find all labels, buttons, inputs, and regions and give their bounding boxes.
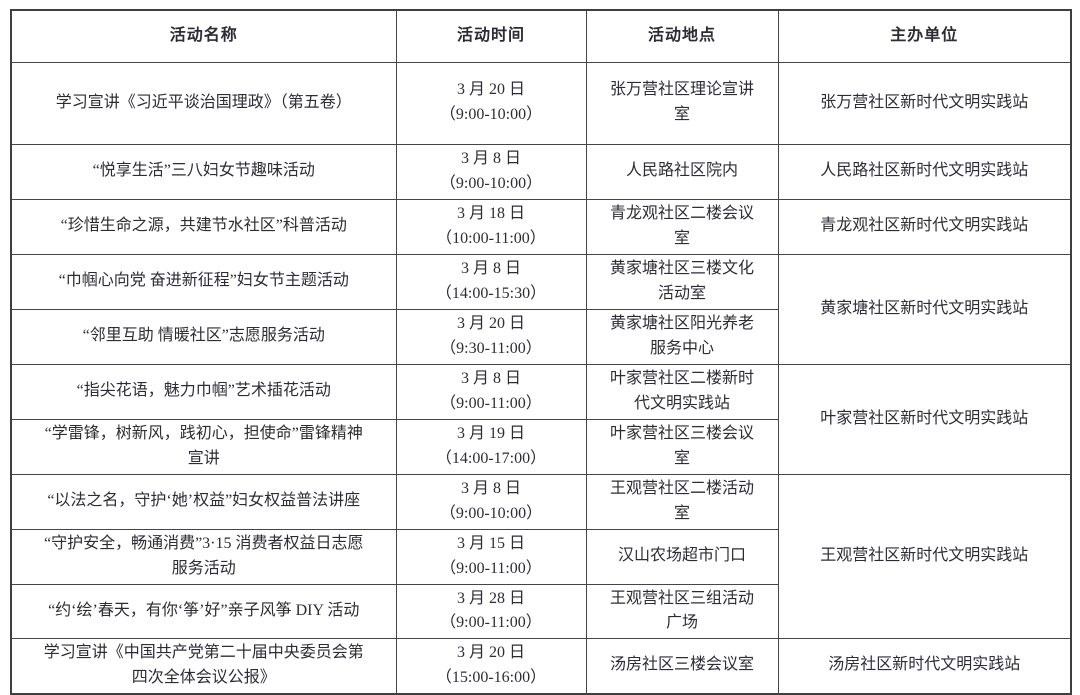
col-header-activity-time: 活动时间 bbox=[395, 9, 587, 63]
activity-time-range: （9:00-11:00） bbox=[440, 614, 542, 632]
activity-date: 3 月 28 日 bbox=[456, 589, 525, 607]
activity-date: 3 月 20 日 bbox=[456, 644, 525, 662]
activity-location-cell: 叶家营社区三楼会议室 bbox=[585, 418, 779, 475]
activity-table-body: 学习宣讲《习近平谈治国理政》（第五卷） 3 月 20 日 （9:00-10:00） 张… bbox=[10, 61, 1072, 695]
activity-schedule-table: 活动名称 活动时间 活动地点 主办单位 学习宣讲《习近平谈治国理政》（第五卷） 3… bbox=[10, 9, 1072, 695]
activity-name-cell: “约‘绘’春天，有你‘筝’好”亲子风筝 DIY 活动 bbox=[10, 583, 397, 640]
organizer-cell: 黄家塘社区新时代文明实践站 bbox=[777, 253, 1072, 365]
activity-name-cell: “邻里互助 情暖社区”志愿服务活动 bbox=[10, 308, 397, 365]
activity-time-cell: 3 月 28 日 （9:00-11:00） bbox=[395, 583, 587, 640]
activity-location-cell: 黄家塘社区三楼文化活动室 bbox=[585, 253, 779, 310]
activity-time-cell: 3 月 8 日 （9:00-11:00） bbox=[395, 363, 587, 420]
activity-location-cell: 人民路社区院内 bbox=[585, 143, 779, 200]
activity-date: 3 月 8 日 bbox=[460, 369, 521, 387]
activity-location-cell: 叶家营社区二楼新时代文明实践站 bbox=[585, 363, 779, 420]
activity-location-cell: 汤房社区三楼会议室 bbox=[585, 638, 779, 695]
activity-time-range: （9:00-10:00） bbox=[439, 106, 543, 123]
table-header: 活动名称 活动时间 活动地点 主办单位 bbox=[10, 9, 1072, 63]
activity-name-cell: “守护安全，畅通消费”3·15 消费者权益日志愿服务活动 bbox=[10, 528, 397, 585]
table-row: “悦享生活”三八妇女节趣味活动 3 月 8 日 （9:00-10:00） 人民路社区院… bbox=[10, 143, 1072, 200]
activity-location-cell: 王观营社区二楼活动室 bbox=[585, 473, 779, 530]
activity-date: 3 月 20 日 bbox=[456, 81, 525, 99]
activity-location-cell: 张万营社区理论宣讲室 bbox=[585, 61, 779, 145]
activity-name-cell: 学习宣讲《中国共产党第二十届中央委员会第四次全体会议公报》 bbox=[10, 638, 397, 695]
table-row: “守护安全，畅通消费”3·15 消费者权益日志愿服务活动 3 月 15 日 （9:0… bbox=[10, 528, 1071, 585]
activity-time-cell: 3 月 18 日 （10:00-11:00） bbox=[395, 198, 587, 255]
organizer-cell: 青龙观社区新时代文明实践站 bbox=[777, 198, 1072, 255]
activity-name-cell: “以法之名，守护‘她’权益”妇女权益普法讲座 bbox=[10, 473, 397, 530]
activity-time-range: （14:00-17:00） bbox=[435, 449, 547, 467]
organizer-cell: 人民路社区新时代文明实践站 bbox=[777, 143, 1072, 200]
organizer-cell: 张万营社区新时代文明实践站 bbox=[777, 61, 1072, 145]
activity-time-cell: 3 月 20 日 （15:00-16:00） bbox=[395, 638, 587, 695]
activity-time-range: （9:00-10:00） bbox=[439, 174, 543, 192]
activity-date: 3 月 20 日 bbox=[456, 314, 525, 332]
col-header-organizer: 主办单位 bbox=[777, 9, 1072, 63]
table-row: “以法之名，守护‘她’权益”妇女权益普法讲座 3 月 8 日 （9:00-10:00… bbox=[10, 473, 1072, 640]
activity-time-range: （9:30-11:00） bbox=[440, 339, 542, 357]
activity-date: 3 月 8 日 bbox=[460, 479, 521, 497]
activity-date: 3 月 18 日 bbox=[456, 204, 525, 222]
organizer-cell: 叶家营社区新时代文明实践站 bbox=[777, 363, 1072, 475]
activity-time-range: （9:00-11:00） bbox=[440, 559, 542, 577]
activity-time-range: （9:00-11:00） bbox=[440, 394, 542, 412]
activity-time-range: （9:00-10:00） bbox=[439, 504, 543, 522]
table-row: 学习宣讲《中国共产党第二十届中央委员会第四次全体会议公报》 3 月 20 日 （15… bbox=[10, 638, 1072, 695]
header-row: 活动名称 活动时间 活动地点 主办单位 bbox=[10, 9, 1072, 63]
activity-name-cell: “指尖花语，魅力巾帼”艺术插花活动 bbox=[10, 363, 397, 420]
table-row: 学习宣讲《习近平谈治国理政》（第五卷） 3 月 20 日 （9:00-10:00） 张… bbox=[10, 61, 1072, 145]
col-header-activity-name: 活动名称 bbox=[10, 9, 397, 63]
activity-date: 3 月 8 日 bbox=[460, 259, 521, 277]
table-row: “邻里互助 情暖社区”志愿服务活动 3 月 20 日 （9:30-11:00） 黄家塘… bbox=[10, 308, 1071, 365]
activity-location-cell: 青龙观社区二楼会议室 bbox=[585, 198, 779, 255]
activity-location-cell: 汉山农场超市门口 bbox=[585, 528, 779, 585]
activity-time-cell: 3 月 8 日 （14:00-15:30） bbox=[395, 253, 587, 310]
organizer-cell: 汤房社区新时代文明实践站 bbox=[777, 638, 1072, 695]
activity-name-cell: “悦享生活”三八妇女节趣味活动 bbox=[10, 143, 397, 200]
activity-time-range: （10:00-11:00） bbox=[436, 229, 546, 247]
activity-time-range: （15:00-16:00） bbox=[435, 668, 547, 686]
col-header-activity-location: 活动地点 bbox=[585, 9, 779, 63]
table-row: “学雷锋，树新风，践初心，担使命”雷锋精神宣讲 3 月 19 日 （14:00-17… bbox=[10, 418, 1071, 475]
activity-name-cell: “巾帼心向党 奋进新征程”妇女节主题活动 bbox=[10, 253, 397, 310]
table-row: “约‘绘’春天，有你‘筝’好”亲子风筝 DIY 活动 3 月 28 日 （9:00-… bbox=[10, 583, 1071, 640]
activity-time-cell: 3 月 20 日 （9:30-11:00） bbox=[395, 308, 587, 365]
table-row: “巾帼心向党 奋进新征程”妇女节主题活动 3 月 8 日 （14:00-15:30）… bbox=[10, 253, 1072, 365]
activity-date: 3 月 19 日 bbox=[456, 424, 525, 442]
activity-time-range: （14:00-15:30） bbox=[435, 284, 547, 302]
table-row: “珍惜生命之源，共建节水社区”科普活动 3 月 18 日 （10:00-11:00）… bbox=[10, 198, 1072, 255]
activity-location-cell: 王观营社区三组活动广场 bbox=[585, 583, 779, 640]
activity-time-cell: 3 月 20 日 （9:00-10:00） bbox=[395, 61, 587, 145]
activity-date: 3 月 15 日 bbox=[456, 534, 525, 552]
organizer-cell: 王观营社区新时代文明实践站 bbox=[777, 473, 1072, 640]
activity-date: 3 月 8 日 bbox=[460, 149, 521, 167]
activity-time-cell: 3 月 8 日 （9:00-10:00） bbox=[395, 143, 587, 200]
activity-name-cell: 学习宣讲《习近平谈治国理政》（第五卷） bbox=[10, 61, 397, 145]
activity-time-cell: 3 月 8 日 （9:00-10:00） bbox=[395, 473, 587, 530]
activity-time-cell: 3 月 19 日 （14:00-17:00） bbox=[395, 418, 587, 475]
activity-time-cell: 3 月 15 日 （9:00-11:00） bbox=[395, 528, 587, 585]
table-row: “指尖花语，魅力巾帼”艺术插花活动 3 月 8 日 （9:00-11:00） 叶家营社… bbox=[10, 363, 1072, 475]
activity-name-cell: “学雷锋，树新风，践初心，担使命”雷锋精神宣讲 bbox=[10, 418, 397, 475]
activity-name-cell: “珍惜生命之源，共建节水社区”科普活动 bbox=[10, 198, 397, 255]
activity-location-cell: 黄家塘社区阳光养老服务中心 bbox=[585, 308, 779, 365]
